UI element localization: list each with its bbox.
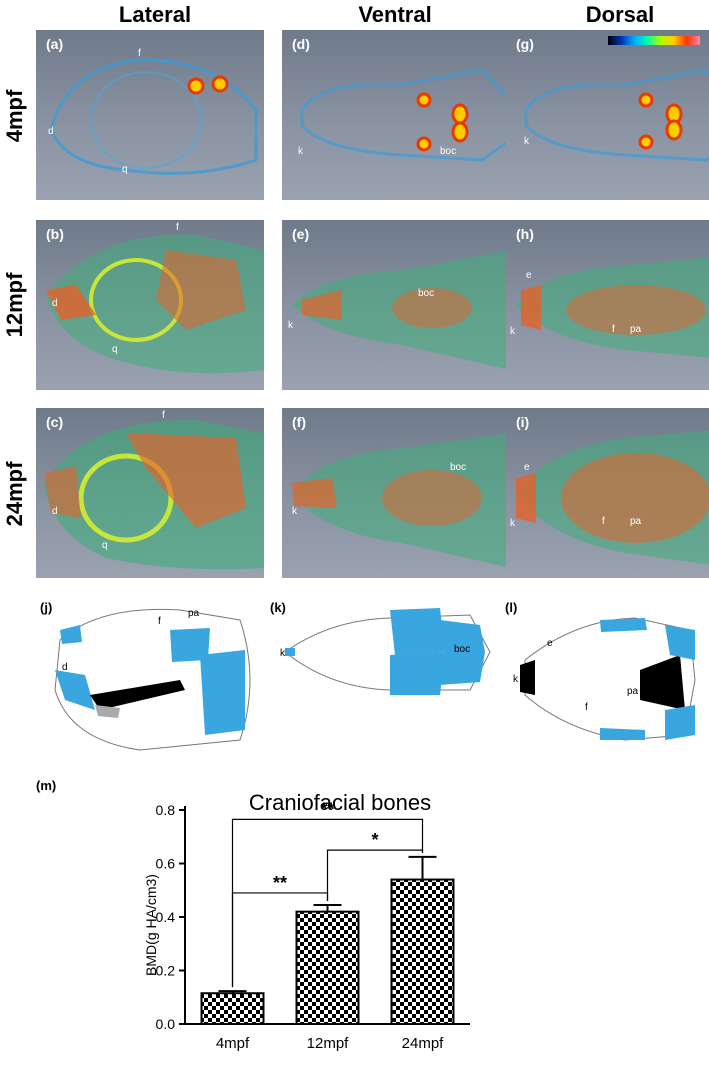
panel-b-lateral-12mpf: (b) f d q: [36, 220, 264, 390]
tag-k: k: [292, 506, 297, 517]
panel-label-k: (k): [270, 600, 286, 615]
bar-4mpf: [200, 992, 265, 1026]
chart-title: Craniofacial bones: [249, 790, 431, 815]
panel-b-image: [46, 234, 264, 374]
tag-q: q: [122, 164, 128, 175]
chart-panel-label: (m): [36, 778, 56, 793]
colorbar-legend: [608, 36, 700, 45]
panel-h-image: [516, 257, 709, 358]
tag-f: f: [176, 222, 179, 233]
bar-chart: (m) Craniofacial bones 0.0 0.2 0.4 0.6 0.8 4…: [36, 778, 470, 1052]
panel-i-image: [516, 430, 709, 565]
significance-bracket: [231, 818, 424, 988]
tag-pa: pa: [188, 608, 200, 619]
tag-e: e: [526, 270, 532, 281]
panel-d-ventral-4mpf: (d) k boc: [282, 30, 510, 200]
bar-24mpf: [390, 878, 455, 1025]
schematic-j-image: [54, 608, 251, 751]
panel-c-lateral-24mpf: (c) f d q: [36, 408, 264, 578]
tag-k: k: [510, 518, 515, 529]
y-axis-label: BMD(g HA/cm3): [143, 874, 159, 976]
tag-f: f: [138, 48, 141, 59]
panel-a-lateral-4mpf: (a) f d q: [36, 30, 264, 200]
tag-d: d: [62, 662, 68, 673]
tag-d: d: [52, 298, 58, 309]
tag-q: q: [118, 688, 124, 699]
y-tick-label: 0.2: [156, 963, 176, 979]
column-header-ventral: Ventral: [358, 2, 432, 27]
column-header-lateral: Lateral: [118, 2, 192, 27]
tag-boc: boc: [440, 146, 457, 157]
panel-label-f: (f): [292, 414, 306, 430]
tag-k: k: [513, 674, 518, 685]
tag-f: f: [612, 324, 615, 335]
tag-pa: pa: [630, 516, 642, 527]
panel-label-i: (i): [516, 414, 530, 430]
bar-12mpf: [295, 910, 360, 1025]
tag-f: f: [162, 410, 165, 421]
row-header-12mpf: 12mpf: [2, 272, 27, 338]
x-tick-label: 24mpf: [402, 1035, 445, 1052]
x-tick-label: 12mpf: [307, 1035, 350, 1052]
panel-d-image: [300, 68, 510, 162]
schematic-k-image: [284, 608, 491, 695]
tag-k: k: [524, 136, 529, 147]
row-header-4mpf: 4mpf: [2, 89, 27, 143]
tag-d: d: [52, 506, 58, 517]
y-tick-label: 0.8: [156, 802, 176, 818]
significance-marker: **: [320, 799, 334, 819]
tag-f: f: [585, 702, 588, 713]
panel-g-image: [524, 68, 709, 162]
tag-d: d: [48, 126, 54, 137]
column-header-dorsal: Dorsal: [585, 2, 655, 27]
schematic-j-lateral: (j) f pa d q: [40, 600, 270, 760]
panel-e-ventral-12mpf: (e) k boc: [282, 220, 510, 390]
tag-boc: boc: [454, 644, 471, 655]
tag-boc: boc: [450, 462, 467, 473]
tag-k: k: [280, 648, 285, 659]
panel-i-dorsal-24mpf: (i) e k f pa: [506, 408, 709, 578]
tag-k: k: [288, 320, 293, 331]
panel-e-image: [292, 250, 510, 370]
tag-pa: pa: [630, 324, 642, 335]
significance-marker: *: [371, 830, 378, 850]
panel-label-b: (b): [46, 226, 64, 242]
tag-e: e: [524, 462, 530, 473]
panel-h-dorsal-12mpf: (h) e k f pa: [506, 220, 709, 390]
tag-q: q: [102, 540, 108, 551]
panel-label-g: (g): [516, 36, 534, 52]
panel-label-c: (c): [46, 414, 64, 430]
tag-e: e: [547, 638, 553, 649]
x-tick-label: 4mpf: [216, 1035, 250, 1052]
row-header-24mpf: 24mpf: [2, 461, 27, 527]
panel-label-a: (a): [46, 36, 64, 52]
panel-label-d: (d): [292, 36, 310, 52]
tag-pa: pa: [627, 686, 639, 697]
panel-c-image: [44, 419, 264, 570]
panel-f-ventral-24mpf: (f) k boc: [282, 408, 510, 578]
y-tick-label: 0.6: [156, 856, 176, 872]
schematic-l-image: [520, 617, 696, 741]
significance-marker: **: [273, 873, 287, 893]
schematic-l-dorsal: (l) k e f pa: [505, 600, 705, 760]
panel-label-j: (j): [40, 600, 53, 615]
panel-f-image: [292, 433, 510, 568]
tag-k: k: [298, 146, 303, 157]
panel-label-e: (e): [292, 226, 310, 242]
tag-k: k: [510, 326, 515, 337]
chart-panel-m: (m) Craniofacial bones 0.0 0.2 0.4 0.6 0.8 4…: [0, 770, 709, 1062]
tag-f: f: [158, 616, 161, 627]
panel-label-l: (l): [505, 600, 518, 615]
schematic-k-ventral: (k) k boc: [270, 600, 500, 760]
y-tick-label: 0.0: [156, 1016, 176, 1032]
tag-boc: boc: [418, 288, 435, 299]
panel-a-image: [49, 58, 258, 175]
tag-f: f: [602, 516, 605, 527]
panel-label-h: (h): [516, 226, 534, 242]
panel-g-dorsal-4mpf: (g) k: [506, 30, 709, 200]
y-tick-label: 0.4: [156, 909, 176, 925]
tag-q: q: [112, 344, 118, 355]
